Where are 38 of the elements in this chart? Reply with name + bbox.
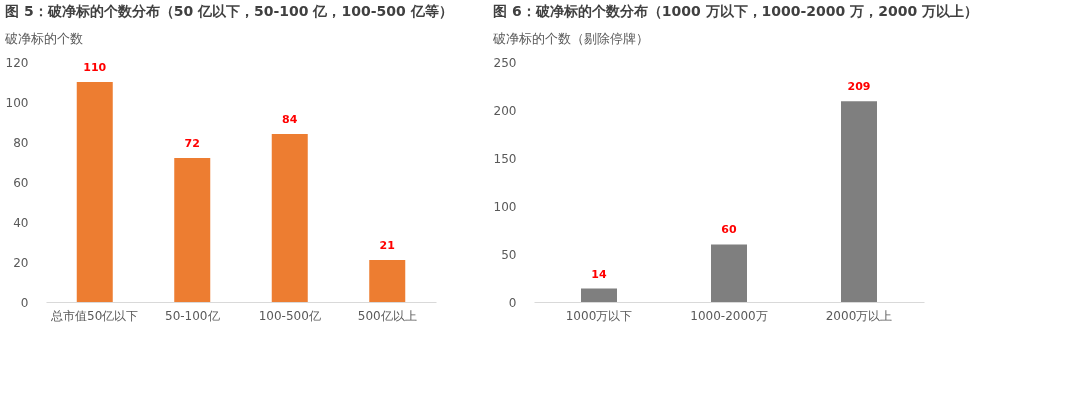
x-tick-label: 1000万以下 [565,308,633,323]
chart-title: 图 5：破净标的个数分布（50 亿以下，50-100 亿，100-500 亿等） [5,3,453,19]
y-tick-label: 50 [501,247,517,262]
chart-subtitle: 破净标的个数（剔除停牌） [492,31,650,46]
bar [369,260,406,302]
y-tick-label: 20 [13,255,29,270]
data-label: 60 [721,223,737,237]
bar [841,101,877,302]
data-label: 84 [282,113,298,126]
y-tick-label: 150 [493,151,517,166]
y-tick-label: 120 [5,55,29,70]
y-tick-label: 80 [13,135,29,150]
y-tick-label: 100 [493,199,517,214]
y-tick-label: 0 [508,295,517,310]
bar [581,288,617,302]
x-tick-label: 1000-2000万 [690,308,768,323]
x-tick-label: 50-100亿 [164,308,220,323]
data-label: 72 [184,137,200,150]
y-tick-label: 60 [13,175,29,190]
y-tick-label: 100 [5,95,29,110]
bar [711,244,747,302]
y-tick-label: 0 [20,295,29,310]
data-label: 14 [591,267,607,281]
y-tick-label: 250 [493,55,517,70]
x-tick-label: 100-500亿 [258,308,321,323]
bar [174,158,211,302]
data-label: 21 [379,239,395,252]
chart-subtitle: 破净标的个数 [4,31,84,46]
x-tick-label: 总市值50亿以下 [50,308,139,323]
bar [271,134,308,302]
x-tick-label: 500亿以上 [357,308,417,323]
x-tick-label: 2000万以上 [825,308,893,323]
data-label: 209 [847,80,871,94]
bar [76,82,113,302]
chart-title: 图 6：破净标的个数分布（1000 万以下，1000-2000 万，2000 万以上） [493,3,979,19]
data-label: 110 [83,61,107,74]
y-tick-label: 40 [13,215,29,230]
y-tick-label: 200 [493,103,517,118]
